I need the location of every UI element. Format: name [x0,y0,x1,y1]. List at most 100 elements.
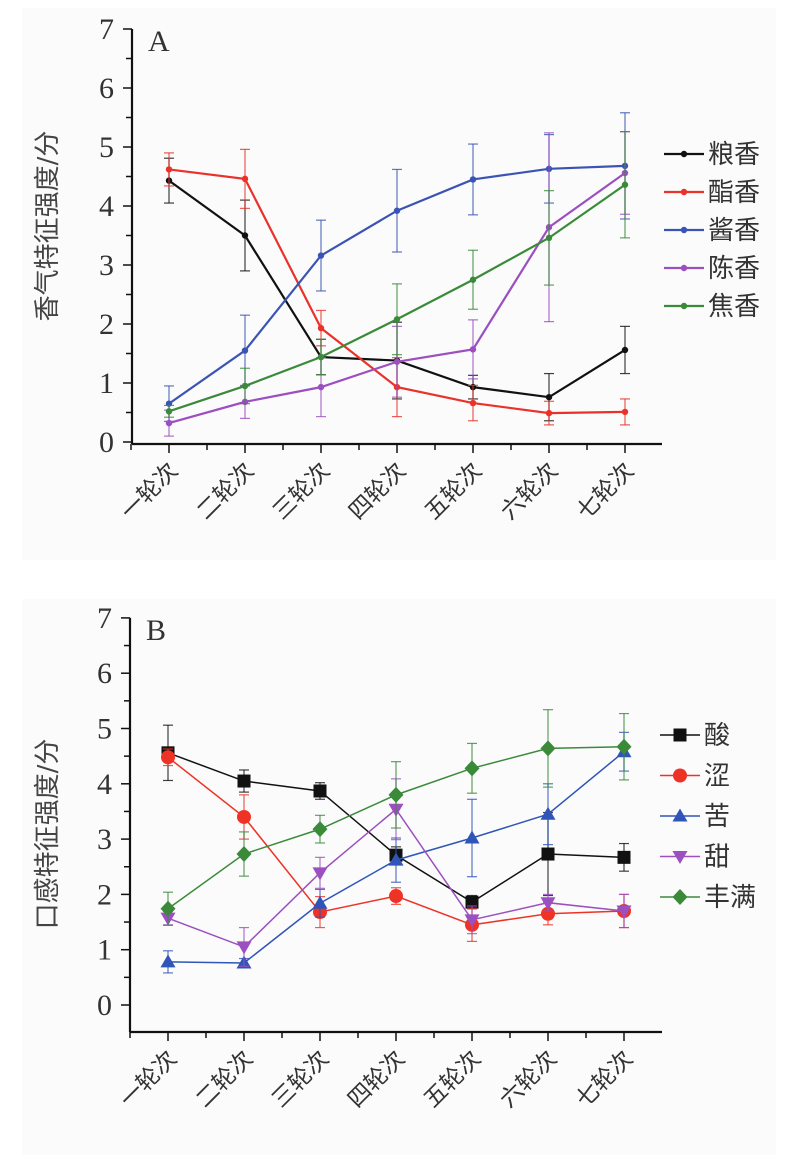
data-point [540,740,556,757]
data-point [160,900,176,917]
data-point [237,774,251,788]
data-point [393,207,401,214]
panel-label: A [148,25,170,58]
legend-label: 酱香 [708,216,760,246]
legend-label: 粮香 [708,140,760,170]
legend-label: 苦 [704,802,730,832]
y-tick-label: 4 [97,768,112,801]
data-point [545,393,553,401]
legend-marker [673,728,687,742]
x-category-label: 七轮次 [572,458,639,525]
y-tick-label: 3 [97,823,112,856]
data-point [236,941,252,955]
legend-item: 酱香 [664,216,760,246]
chart-panel-b: 0 1 2 3 4 5 6 7 一轮次 二轮次 三轮次 四轮次 五轮次 六轮次 七轮次 B 口感特征强度/分 酸涩… [22,599,776,1155]
data-point [236,846,252,863]
data-point [541,906,555,921]
legend-item: 酯香 [664,178,760,208]
data-point [621,181,629,188]
data-point [464,914,480,928]
legend-label: 甜 [704,843,730,873]
data-point [469,276,477,283]
data-point [312,821,328,838]
legend-marker [680,302,688,310]
legend-item: 丰满 [660,883,756,913]
x-category-label: 七轮次 [571,1046,638,1113]
legend-item: 粮香 [664,140,760,170]
legend-label: 涩 [704,762,730,792]
data-point [237,809,251,824]
data-point [389,889,403,904]
y-tick-label: 1 [99,367,114,400]
x-category-label: 五轮次 [420,458,487,525]
legend-label: 陈香 [708,254,760,284]
legend-item: 陈香 [664,254,760,284]
y-tick-label: 5 [97,713,112,746]
y-axis-title: 香气特征强度/分 [33,131,63,322]
data-point [540,806,556,820]
x-category-label: 一轮次 [116,458,183,525]
data-point [241,175,249,183]
legend-marker [680,188,688,196]
data-point [241,232,249,239]
data-point [388,852,404,866]
y-tick-label: 6 [97,657,112,690]
legend-marker [672,851,688,864]
data-point [165,419,173,427]
y-tick-label: 1 [97,934,112,967]
data-point [621,408,629,416]
data-point [241,382,249,390]
data-point [545,234,553,242]
data-point [469,346,477,353]
legend-item: 酸 [660,721,730,751]
legend-item: 甜 [660,843,730,873]
data-point [165,166,173,173]
x-category-label: 六轮次 [495,1046,562,1113]
data-point [617,850,631,864]
x-category-label: 四轮次 [344,458,411,525]
data-point [541,847,555,861]
legend-item: 焦香 [664,292,760,322]
chart-panel-a: 0 1 2 3 4 5 6 7 一轮次 二轮次 三轮次 四轮次 五轮次 六轮次 七轮次 A 香气特征强度/分 粮香… [22,8,776,560]
data-point [312,867,328,881]
x-category-label: 三轮次 [267,1046,334,1113]
data-point [317,252,325,259]
legend-label: 焦香 [708,292,760,322]
y-tick-label: 7 [97,602,112,635]
data-point [621,346,629,354]
legend-marker [680,226,688,234]
x-category-label: 四轮次 [343,1046,410,1113]
legend-label: 酸 [704,721,730,751]
y-tick-label: 2 [97,878,112,911]
data-point [317,324,325,332]
data-point [160,954,176,968]
data-point [241,347,249,354]
y-tick-label: 6 [99,72,114,105]
legend-label: 酯香 [708,178,760,208]
legend-marker [672,889,688,905]
legend-item: 涩 [660,762,730,792]
y-tick-label: 7 [99,13,114,46]
data-point [393,316,401,323]
data-point [388,786,404,803]
x-category-label: 五轮次 [419,1046,486,1113]
x-category-label: 三轮次 [268,458,335,525]
legend-item: 苦 [660,802,730,832]
data-point [469,399,477,407]
data-point [313,784,327,798]
x-category-label: 一轮次 [115,1046,182,1113]
data-point [161,750,175,765]
panel-label: B [146,614,166,647]
data-point [317,353,325,361]
data-point [165,408,173,415]
data-point [545,409,553,417]
data-point [312,895,328,909]
series-4 [160,709,632,926]
y-tick-label: 2 [99,308,114,341]
y-tick-label: 3 [99,249,114,282]
data-point [469,176,477,183]
data-point [616,905,632,919]
legend-marker [680,264,688,272]
x-category-label: 二轮次 [191,1046,258,1113]
legend-label: 丰满 [704,883,756,913]
